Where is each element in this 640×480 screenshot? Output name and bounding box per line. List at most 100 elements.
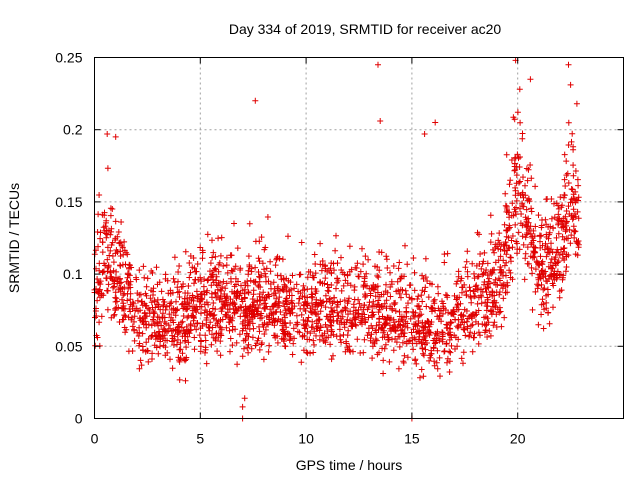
data-point <box>422 320 429 327</box>
data-point <box>478 265 485 272</box>
data-point <box>136 329 143 336</box>
data-point <box>466 332 473 339</box>
data-point <box>133 276 140 283</box>
data-point <box>127 301 134 308</box>
data-point <box>318 267 325 274</box>
data-point <box>524 260 531 267</box>
data-point <box>283 310 290 317</box>
data-point <box>94 276 101 282</box>
data-point <box>487 268 494 275</box>
data-point <box>125 285 132 292</box>
data-point <box>345 327 352 334</box>
data-point <box>425 294 432 301</box>
data-point <box>545 309 552 316</box>
data-point <box>519 191 526 198</box>
data-point <box>506 267 513 274</box>
data-point <box>150 308 157 315</box>
data-point <box>221 302 228 309</box>
data-point <box>257 315 264 322</box>
data-point <box>381 300 388 307</box>
data-point <box>373 322 380 329</box>
data-point <box>149 350 156 357</box>
data-point <box>422 255 429 262</box>
data-point <box>572 228 579 235</box>
data-point <box>355 313 362 320</box>
data-point <box>541 306 548 313</box>
data-point <box>464 323 471 330</box>
data-point <box>267 268 274 275</box>
data-point <box>239 353 246 360</box>
data-point <box>162 275 169 282</box>
data-point <box>520 174 526 181</box>
data-point <box>511 167 518 174</box>
data-point <box>198 291 205 297</box>
data-point <box>136 340 143 347</box>
data-point <box>182 337 189 344</box>
data-point <box>550 282 557 289</box>
data-point <box>113 295 120 302</box>
data-point <box>508 237 515 244</box>
data-point <box>433 332 440 338</box>
data-point <box>280 276 287 283</box>
data-point <box>363 270 370 277</box>
data-point <box>529 270 536 277</box>
data-point <box>476 231 482 238</box>
data-point <box>552 260 559 267</box>
data-point <box>311 251 318 258</box>
data-point <box>333 232 339 239</box>
data-point <box>174 306 181 313</box>
data-point <box>417 306 423 313</box>
data-point <box>294 319 301 326</box>
data-point <box>350 304 357 311</box>
data-point <box>223 262 230 269</box>
data-point <box>208 273 215 280</box>
data-point <box>373 284 380 290</box>
data-point <box>538 222 545 229</box>
data-point <box>188 312 195 319</box>
data-point <box>375 326 382 333</box>
data-point <box>151 298 158 305</box>
data-point <box>436 312 443 319</box>
data-point <box>546 320 553 327</box>
x-tick-label: 20 <box>510 431 526 447</box>
data-point <box>441 251 448 258</box>
data-point <box>213 273 220 280</box>
data-point <box>407 315 414 322</box>
data-point <box>337 298 344 305</box>
data-point <box>125 314 132 321</box>
data-point <box>369 343 376 350</box>
data-point <box>459 289 465 296</box>
data-point <box>252 342 259 349</box>
data-point <box>107 247 114 254</box>
data-point <box>567 81 574 88</box>
data-point <box>381 333 388 340</box>
data-point <box>137 357 144 364</box>
data-point <box>308 300 315 307</box>
data-point <box>176 263 183 269</box>
data-point <box>503 203 510 210</box>
data-point <box>124 297 131 304</box>
data-point <box>408 329 415 336</box>
data-point <box>520 241 527 248</box>
data-point <box>291 335 298 342</box>
data-point <box>263 265 270 272</box>
data-point <box>516 86 523 93</box>
data-point <box>492 259 499 266</box>
data-point <box>136 365 143 372</box>
data-point <box>502 239 509 246</box>
data-point <box>144 275 151 282</box>
data-point <box>388 278 395 285</box>
data-point <box>396 259 403 266</box>
data-point <box>487 332 494 339</box>
data-point <box>199 320 206 327</box>
data-point <box>148 287 155 294</box>
data-point <box>134 297 141 304</box>
data-point <box>121 312 128 319</box>
data-point <box>469 321 476 328</box>
data-point <box>288 306 295 313</box>
data-point <box>107 212 114 219</box>
data-point <box>120 316 127 323</box>
data-point <box>513 197 520 204</box>
data-point <box>403 291 410 298</box>
data-point <box>317 324 324 331</box>
